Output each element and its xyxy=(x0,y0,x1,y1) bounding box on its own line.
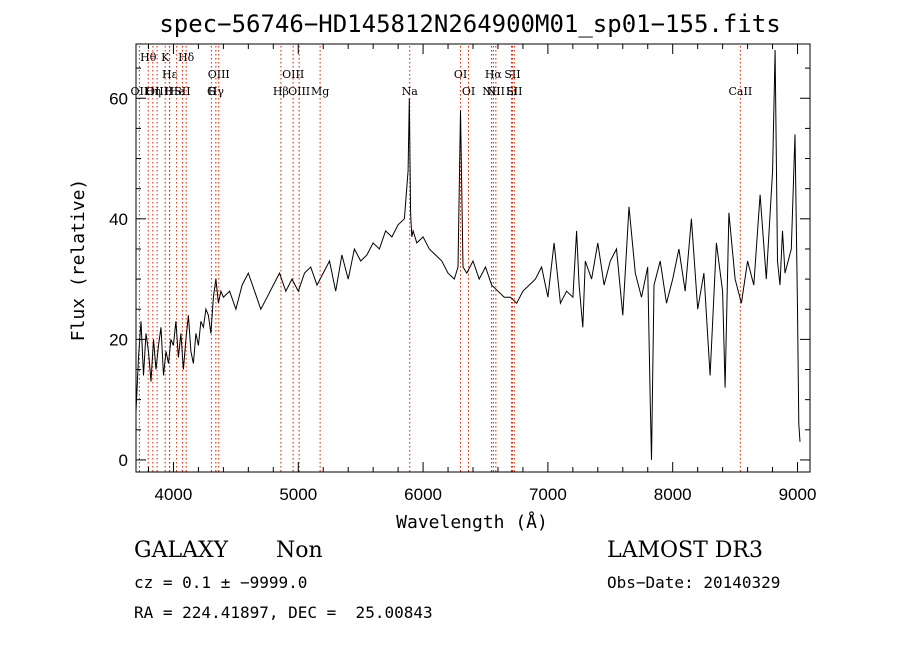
line-marker-label: OIII xyxy=(208,68,230,81)
y-tick-label: 40 xyxy=(109,210,128,229)
object-subclass: Non xyxy=(276,538,323,563)
coordinates: RA = 224.41897, DEC = 25.00843 xyxy=(134,603,433,622)
line-marker-label: Hα xyxy=(485,68,503,81)
line-marker-label: K xyxy=(161,51,170,64)
line-marker-label: SII xyxy=(174,85,190,98)
axis-ticks: 4000 5000 6000 7000 8000 9000 0 20 40 60 xyxy=(109,44,816,504)
plot-frame xyxy=(135,43,811,473)
line-marker-label: Li xyxy=(506,85,517,98)
line-marker-label: SII xyxy=(506,85,522,98)
line-marker-label: Na xyxy=(402,85,419,98)
line-marker-label: OI xyxy=(454,68,467,81)
line-marker-label: Hε xyxy=(162,68,178,81)
y-tick-label: 20 xyxy=(109,330,128,349)
x-tick-label: 7000 xyxy=(529,485,567,504)
line-marker-label: Mg xyxy=(311,85,329,98)
line-marker-label: He xyxy=(169,85,185,98)
spectrum-series-line xyxy=(135,49,801,460)
line-marker-label: Hδ xyxy=(178,51,195,64)
x-tick-label: 6000 xyxy=(404,485,442,504)
y-tick-label: 60 xyxy=(109,89,128,108)
line-marker-label: OI xyxy=(462,85,475,98)
line-marker-label: Hγ xyxy=(208,85,225,98)
line-marker-label: G xyxy=(207,85,216,98)
line-marker-label: Hη xyxy=(145,85,161,98)
survey-name: LAMOST DR3 xyxy=(607,538,763,563)
line-markers xyxy=(138,46,741,472)
y-axis-label: Flux (relative) xyxy=(68,179,89,342)
object-class: GALAXY xyxy=(134,538,229,563)
x-tick-label: 4000 xyxy=(155,485,193,504)
chart-title: spec−56746−HD145812N264900M01_sp01−155.f… xyxy=(159,10,780,38)
line-marker-label: OIII xyxy=(146,85,168,98)
line-marker-label: OIII xyxy=(288,85,310,98)
x-axis-label: Wavelength (Å) xyxy=(396,511,548,533)
line-marker-label: SII xyxy=(504,68,520,81)
line-marker-label: NII xyxy=(482,85,500,98)
y-tick-label: 0 xyxy=(119,451,128,470)
line-marker-label: Hβ xyxy=(273,85,289,98)
x-tick-label: 5000 xyxy=(279,485,317,504)
redshift-line: cz = 0.1 ± −9999.0 xyxy=(134,573,308,592)
observation-date: Obs−Date: 20140329 xyxy=(607,573,781,592)
line-marker-label: CaII xyxy=(729,85,753,98)
line-marker-label: NII xyxy=(487,85,505,98)
line-marker-label: Hθ xyxy=(140,51,157,64)
x-tick-label: 9000 xyxy=(779,485,817,504)
line-marker-label: H xyxy=(165,85,175,98)
line-marker-label: OII xyxy=(131,85,149,98)
x-tick-label: 8000 xyxy=(654,485,692,504)
line-marker-label: OIII xyxy=(282,68,304,81)
